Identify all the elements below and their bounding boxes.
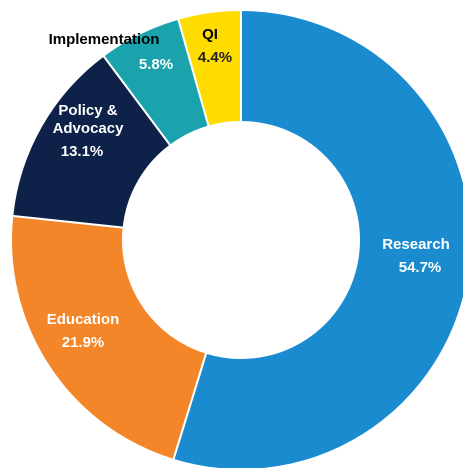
slice-label: QI <box>202 26 218 43</box>
donut-slice <box>176 8 242 128</box>
value-label: 5.8% <box>138 56 174 73</box>
slice-label: Implementation <box>48 31 160 48</box>
value-label: 13.1% <box>60 143 104 160</box>
value-label: 21.9% <box>61 334 105 351</box>
slice-label: Education <box>46 311 120 328</box>
slice-label: Research <box>382 236 450 253</box>
value-label: 54.7% <box>398 259 442 276</box>
donut-slice <box>172 8 463 468</box>
donut-slice <box>10 214 208 462</box>
value-label: 4.4% <box>197 49 233 66</box>
slice-label: Policy & Advocacy <box>52 102 124 137</box>
